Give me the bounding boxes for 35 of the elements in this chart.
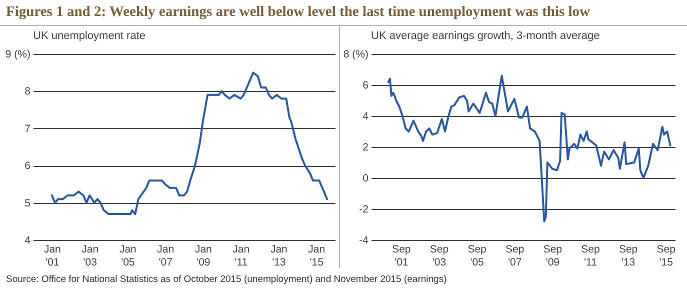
x-tick-label: Sep '01 xyxy=(392,244,411,268)
y-tick-label: 7 xyxy=(24,122,31,135)
x-tick-label: Jan '13 xyxy=(270,244,288,268)
x-tick-label: Sep '13 xyxy=(618,244,638,268)
y-tick-label: -4 xyxy=(359,234,369,246)
x-tick-label: Jan '05 xyxy=(119,244,137,268)
y-tick-label: 5 xyxy=(24,197,31,210)
y-tick-label: 9 (%) xyxy=(5,48,30,60)
x-tick-label: Jan '11 xyxy=(232,244,250,268)
y-tick-label: 8 xyxy=(24,86,31,98)
x-tick-label: Jan '03 xyxy=(82,244,99,268)
x-tick-label: Sep '07 xyxy=(505,244,524,268)
line-series xyxy=(387,74,672,222)
x-tick-label: Sep '05 xyxy=(468,244,487,268)
x-tick-label: Sep '03 xyxy=(430,244,449,268)
x-tick-label: Jan '01 xyxy=(44,244,62,268)
chart-title: Figures 1 and 2: Weekly earnings are well below level the last time unemployment was this low xyxy=(0,0,687,26)
chart-subtitle: UK unemployment rate xyxy=(33,30,146,42)
y-tick-label: 6 xyxy=(24,160,31,172)
source-note: Source: Office for National Statistics as of October 2015 (unemployment) and November 2015 (earnings) xyxy=(6,274,448,285)
x-tick-label: Jan '15 xyxy=(308,244,326,268)
y-tick-label: 8 (%) xyxy=(343,48,368,60)
y-tick-label: 2 xyxy=(362,142,369,154)
x-tick-label: Jan '07 xyxy=(157,244,174,268)
y-tick-label: 4 xyxy=(362,110,369,122)
y-tick-label: 4 xyxy=(24,234,31,246)
y-tick-label: 6 xyxy=(362,80,369,92)
y-tick-label: 0 xyxy=(362,172,369,184)
x-tick-label: Jan '09 xyxy=(194,244,212,268)
y-tick-label: -2 xyxy=(359,204,369,216)
x-tick-label: Sep '15 xyxy=(656,244,676,268)
chart-title: UK average earnings growth, 3-month average xyxy=(371,30,600,42)
line-series xyxy=(50,72,328,215)
x-tick-label: Sep '09 xyxy=(543,244,562,268)
x-tick-label: Sep '11 xyxy=(581,244,600,268)
